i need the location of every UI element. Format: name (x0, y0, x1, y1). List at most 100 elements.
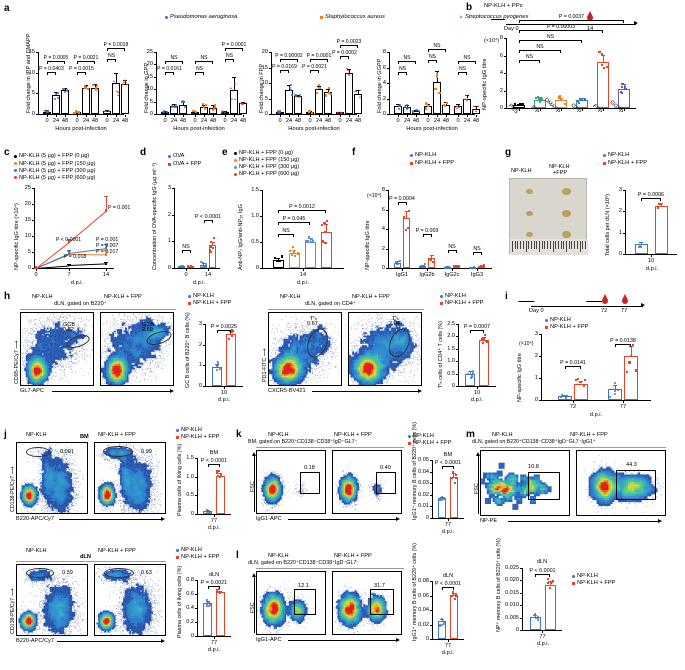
panel-j-bot-chart-legend-label: NP-KLH (181, 547, 202, 554)
panel-letter-c: c (4, 147, 10, 158)
panel-i-point-0-1 (582, 384, 585, 387)
panel-i-err-0-0-cap (563, 395, 567, 397)
panel-g-xtick-label: 10 (647, 257, 655, 264)
panel-g-ruler-tick (576, 241, 578, 249)
panel-h-left-chart-ytick-label: 2 (198, 341, 202, 348)
chart1-x-axis (156, 114, 242, 115)
panel-g-ruler-tick (579, 241, 581, 252)
err-2-1-cap (287, 84, 291, 86)
panel-k-chart-sig-bracket (442, 466, 454, 469)
panel-b-point-1 (539, 100, 542, 103)
panel-e-legend-label: NP-KLH + FPP (150 µg) (239, 157, 300, 164)
xtick-label: 24 (170, 117, 178, 124)
panel-b-err-1 (539, 97, 541, 100)
panel-c-point-2-1 (67, 251, 71, 255)
panel-g-xlabel: d.p.i. (645, 266, 659, 272)
point-1-7 (233, 97, 236, 100)
xtick (340, 114, 341, 117)
panel-f-x-axis (388, 268, 492, 269)
xtick-label: 48 (294, 117, 302, 124)
panel-g-ruler-tick (560, 241, 562, 249)
point-1-2 (184, 106, 187, 109)
panel-i-yscale: (×10⁴) (519, 341, 534, 347)
panel-e-ytick-label: 1.0 (251, 213, 259, 219)
panel-f-point-1-1 (429, 259, 432, 262)
point-1-1 (175, 103, 178, 106)
point-2-5 (328, 92, 331, 95)
xtick (56, 114, 57, 117)
panel-a-chart-0: 0 5 10 15 0 24 48 0 24 48 0 24 48 P = 0.0403 P = 0.000… (22, 26, 137, 141)
panel-d-x-axis (174, 268, 220, 269)
panel-e-sig-2-label: P = 0.0012 (289, 203, 315, 210)
panel-l-chart-point-0 (443, 622, 446, 625)
panel-h-right-chart-point-0 (471, 371, 474, 374)
panel-i-bar-1-1 (624, 355, 638, 400)
point-0-4 (84, 87, 87, 90)
panel-e-sig-0-label: NS (282, 227, 290, 234)
panel-k-chart-bar-1 (449, 476, 458, 518)
xtick-label: 0 (308, 117, 312, 124)
panel-i-point-0-0 (561, 395, 564, 398)
err-1-5-cap (211, 105, 215, 107)
panel-j-top-chart-legend-label: NP-KLH (181, 427, 202, 434)
chart0-ytick (35, 114, 38, 115)
panel-i-xlabel: d.p.i. (589, 412, 603, 418)
point-3-3 (425, 102, 428, 105)
panel-m-chart-bar-0 (529, 617, 541, 630)
point-2-6 (339, 111, 342, 114)
timeline-axis (506, 24, 636, 25)
point-1-2 (180, 101, 183, 104)
panel-i-point-0-1 (576, 378, 579, 381)
err-3-5-cap (444, 101, 448, 103)
panel-d-ytick-label: 0 (167, 265, 171, 271)
panel-h-right-chart-sig-label: P = 0.0007 (463, 323, 491, 330)
xtick-label: 24 (433, 117, 441, 124)
panel-f-point-0-0 (396, 263, 399, 266)
panel-g-legend-marker (603, 161, 606, 165)
sig-3-5-bracket (458, 61, 476, 64)
point-3-6 (454, 105, 457, 108)
panel-b-ytick (503, 55, 506, 57)
sig-1-4-bracket (225, 59, 234, 62)
point-0-3 (77, 111, 80, 114)
panel-l-chart-ytick (429, 581, 432, 582)
panel-h-gate-value-2: 0.67 (307, 321, 318, 327)
panel-k-chart-ytick (429, 506, 432, 508)
xtick (116, 114, 117, 117)
panel-m-flow-1 (576, 450, 666, 516)
panel-h-left-chart-legend-label: NP-KLH (193, 293, 214, 300)
point-2-4 (317, 84, 320, 87)
panel-m-chart-legend-marker (572, 581, 575, 585)
panel-j-top-chart-legend-marker (176, 428, 179, 432)
panel-c-ytick-label: 10 (24, 233, 31, 239)
panel-f-point-0-1 (406, 226, 409, 229)
panel-h-flow-0-canvas (21, 313, 93, 385)
panel-k-flow-1-canvas (333, 451, 401, 513)
panel-f-point-1-1 (432, 261, 435, 264)
panel-l-xarrowhead (396, 637, 400, 642)
panel-i-point-1-0 (613, 389, 616, 392)
panel-b-sig-4-label: P = 0.0037 (558, 13, 585, 20)
panel-l-yarrow (253, 575, 255, 633)
panel-c-annotation-5: P = 0.018 (64, 254, 87, 260)
panel-f-xtick (427, 268, 428, 271)
point-1-7 (230, 86, 233, 89)
panel-e-point-1 (289, 249, 292, 252)
panel-b-point-5 (624, 85, 627, 88)
xtick (310, 114, 311, 117)
sig-1-2-label: NS (195, 65, 204, 72)
panel-m-xarrow (508, 521, 660, 522)
panel-g-err-1-cap (659, 202, 663, 204)
point-1-8 (240, 103, 243, 106)
sig-0-2-bracket (77, 72, 86, 75)
chart0-x-axis (38, 114, 124, 115)
chart3-ytick-label: 6 (382, 64, 386, 71)
chart1-ytick-label: 5 (149, 98, 153, 105)
panel-h-right-chart-legend-label: NP-KLH + FPP (445, 300, 484, 307)
panel-i-ytick (538, 378, 541, 379)
panel-e-x-axis (262, 268, 344, 269)
point-2-6 (341, 111, 344, 114)
panel-j-bot-chart-ytick-label: 0.4 (186, 605, 194, 611)
panel-k-chart-legend-label: NP-KLH (413, 433, 434, 440)
panel-f-ylabel: NP-specific IgG titre (365, 220, 371, 270)
